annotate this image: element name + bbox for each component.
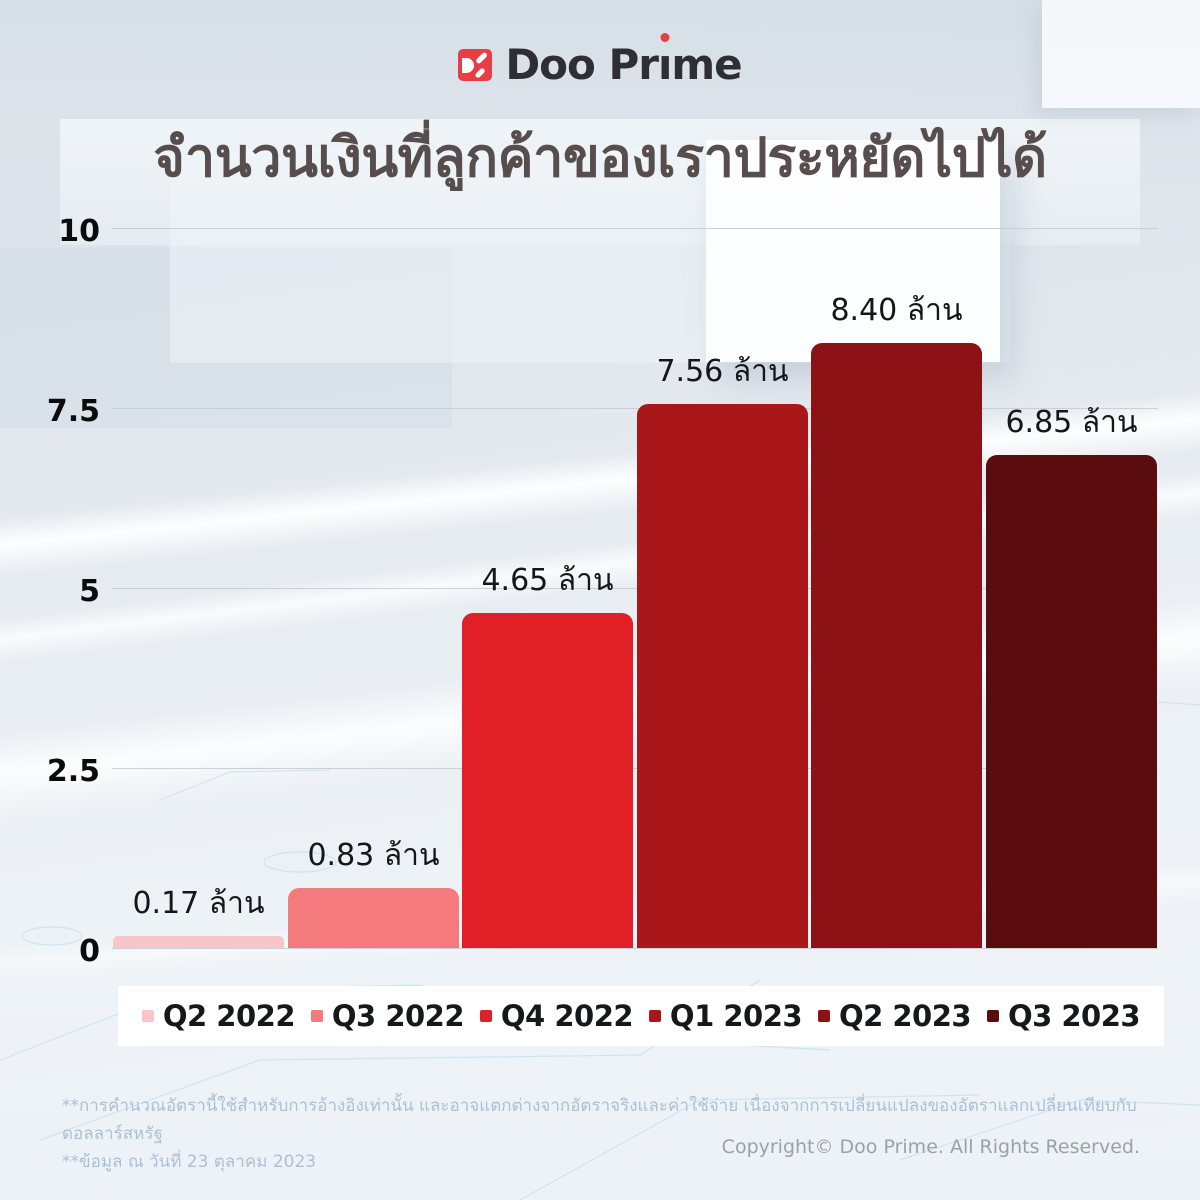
y-axis-tick-5: 5 (79, 574, 100, 609)
page-title: จำนวนเงินที่ลูกค้าของเราประหยัดไปได้ (153, 126, 1047, 189)
y-axis-tick-7.5: 7.5 (46, 394, 100, 429)
copyright: Copyright© Doo Prime. All Rights Reserve… (721, 1136, 1140, 1158)
legend-item-q4-2022: Q4 2022 (479, 998, 634, 1033)
legend-item-q2-2023: Q2 2023 (817, 998, 972, 1033)
brand-name: Doo Prıme (505, 40, 742, 89)
gridline-y2.5 (112, 768, 1158, 769)
bar-value-label: 0.17 ล้าน (132, 886, 265, 921)
legend-item-q1-2023: Q1 2023 (648, 998, 803, 1033)
legend-label: Q1 2023 (669, 998, 803, 1033)
gridline-y10 (112, 228, 1158, 229)
legend-item-q2-2022: Q2 2022 (141, 998, 296, 1033)
y-axis-tick-0: 0 (79, 934, 100, 969)
legend-label: Q2 2023 (838, 998, 972, 1033)
bar-value-label: 8.40 ล้าน (830, 293, 963, 328)
logo: Doo Prıme (0, 44, 1200, 86)
legend-swatch (817, 1010, 830, 1022)
bar-q1-2023 (637, 404, 808, 948)
bar-q4-2022 (462, 613, 633, 948)
legend-label: Q4 2022 (500, 998, 634, 1033)
gridline-y5 (112, 588, 1158, 589)
legend-item-q3-2022: Q3 2022 (310, 998, 465, 1033)
doo-prime-logo-icon (458, 49, 493, 81)
gridline-y0 (112, 948, 1158, 949)
legend-item-q3-2023: Q3 2023 (986, 998, 1141, 1033)
bar-value-label: 4.65 ล้าน (481, 563, 614, 598)
bar-q3-2023 (986, 455, 1157, 948)
legend-swatch (986, 1010, 999, 1022)
footnotes: **การคำนวณอัตรานี้ใช้สำหรับการอ้างอิงเท่… (62, 1092, 1152, 1176)
legend-swatch (479, 1010, 492, 1022)
brand-i-red-dot: ı (658, 40, 672, 89)
bar-q2-2022 (113, 936, 284, 948)
bar-value-label: 0.83 ล้าน (307, 838, 440, 873)
bar-value-label: 7.56 ล้าน (656, 354, 789, 389)
legend-swatch (648, 1010, 661, 1022)
gridline-y7.5 (112, 408, 1158, 409)
legend-label: Q3 2022 (331, 998, 465, 1033)
legend-swatch (141, 1010, 154, 1022)
legend-swatch (310, 1010, 323, 1022)
chart-legend: Q2 2022 Q3 2022 Q4 2022 Q1 2023 Q2 2023 Q3 20… (118, 986, 1164, 1046)
bar-value-label: 6.85 ล้าน (1005, 405, 1138, 440)
legend-label: Q2 2022 (162, 998, 296, 1033)
legend-label: Q3 2023 (1007, 998, 1141, 1033)
y-axis-tick-2.5: 2.5 (46, 754, 100, 789)
y-axis-tick-10: 10 (58, 214, 100, 249)
